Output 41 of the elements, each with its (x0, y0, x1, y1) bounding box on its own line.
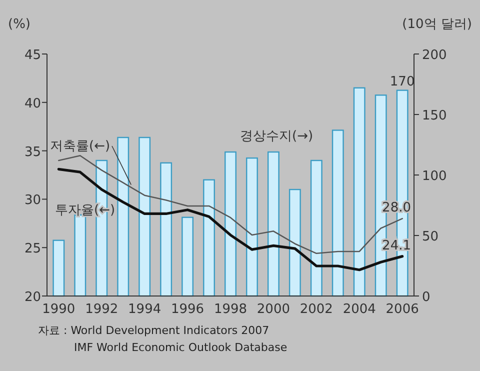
x-tick-label: 1990 (42, 302, 76, 317)
x-tick-label: 2004 (342, 302, 376, 317)
x-tick-label: 1994 (128, 302, 162, 317)
bar (138, 136, 151, 297)
y-tick-label: 30 (24, 193, 41, 208)
y-tick-label: 35 (24, 144, 41, 160)
bar (52, 240, 65, 297)
x-tick-label: 2006 (386, 302, 419, 317)
bar (246, 157, 258, 297)
bar (224, 151, 236, 297)
bar (117, 136, 130, 297)
text: IMF World Economic Outlook Database (74, 341, 288, 354)
bar (332, 130, 344, 297)
series-label: 경상수지(→) (240, 129, 314, 144)
y2-tick-label: 200 (422, 48, 447, 63)
bar (203, 179, 215, 297)
bar (353, 87, 366, 297)
bar (267, 151, 280, 297)
bar (74, 214, 86, 297)
y-tick-label: 45 (24, 48, 41, 63)
data-label: 170 (390, 74, 415, 90)
y2-tick-label: 100 (422, 169, 447, 184)
x-tick-label: 1996 (170, 302, 204, 317)
bar (182, 216, 194, 297)
x-tick-label: 2002 (300, 302, 333, 317)
x-tick-label: 2000 (256, 302, 290, 317)
bar (160, 162, 172, 297)
y2-axis-title: (10억 달러) (402, 17, 472, 32)
y-tick-label: 25 (24, 242, 41, 257)
y-axis-title: (%) (8, 17, 30, 32)
y-tick-label: 40 (24, 96, 41, 112)
bar (288, 188, 301, 297)
y2-tick-label: 0 (422, 290, 430, 305)
x-tick-label: 1998 (214, 302, 248, 317)
x-tick-label: 1992 (85, 302, 118, 317)
y-tick-label: 20 (24, 290, 41, 305)
y2-tick-label: 150 (422, 108, 447, 124)
bar (310, 160, 322, 297)
series-label: 저축률(←) (50, 139, 110, 154)
y2-tick-label: 50 (422, 230, 439, 244)
text: 자료 : World Development Indicators 2007 (38, 324, 270, 337)
